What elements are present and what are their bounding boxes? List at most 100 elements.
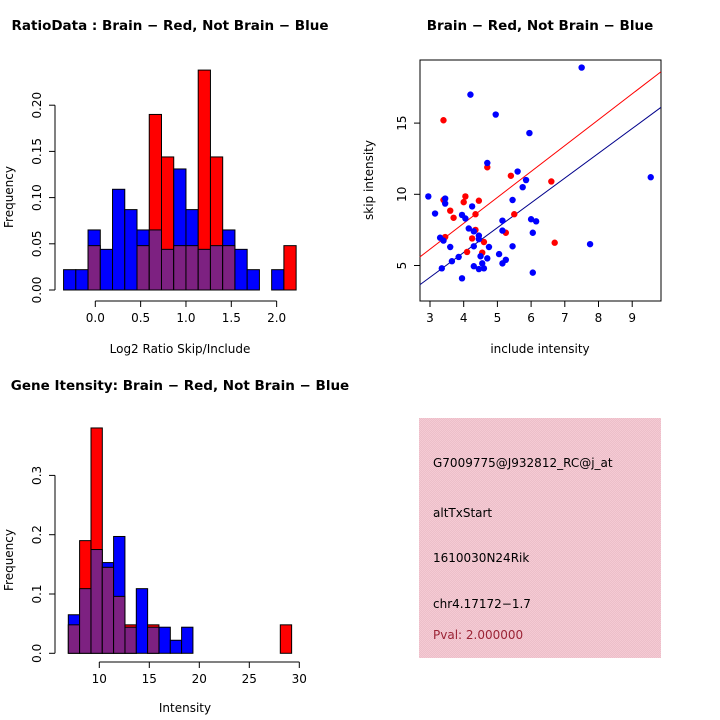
hist-bar bbox=[279, 624, 293, 654]
x-tick-label: 4 bbox=[460, 311, 468, 325]
data-point bbox=[551, 239, 558, 246]
data-point bbox=[475, 197, 483, 204]
hist-bar bbox=[271, 269, 285, 291]
hist-bar-overlap bbox=[173, 245, 187, 291]
x-tick-label: 15 bbox=[142, 672, 157, 686]
data-point bbox=[465, 225, 472, 232]
hist-bar-overlap bbox=[209, 245, 224, 291]
x-tick-label: 10 bbox=[92, 672, 107, 686]
data-point bbox=[460, 198, 467, 206]
gene-info-box: G7009775@J932812_RC@j_at altTxStart 1610… bbox=[419, 418, 661, 658]
x-axis-title: include intensity bbox=[490, 342, 589, 356]
x-tick-label: 9 bbox=[628, 311, 636, 325]
data-point bbox=[480, 265, 488, 272]
data-point bbox=[470, 263, 478, 270]
data-point bbox=[468, 203, 476, 210]
data-point bbox=[548, 178, 555, 185]
y-tick-label: 0.1 bbox=[30, 584, 44, 603]
gene_hist-axes: 10 15 20 25 30 0.0 0.1 0.2 0.3 bbox=[30, 466, 307, 686]
points-red bbox=[440, 117, 558, 256]
data-point bbox=[485, 243, 493, 251]
data-point bbox=[511, 211, 518, 218]
y-tick-label: 0.20 bbox=[30, 92, 44, 119]
data-point bbox=[440, 117, 447, 124]
data-point bbox=[467, 91, 474, 98]
data-point bbox=[470, 228, 478, 235]
red-fit-line bbox=[419, 71, 662, 258]
x-tick-label: 8 bbox=[595, 311, 603, 325]
hist-bar bbox=[234, 248, 248, 291]
data-point bbox=[455, 253, 462, 261]
data-point bbox=[462, 215, 469, 222]
y-axis-title: Frequency bbox=[2, 529, 16, 591]
hist-bar bbox=[135, 588, 149, 654]
hist-bar bbox=[63, 269, 77, 291]
y-tick-label: 0.15 bbox=[30, 138, 44, 165]
hist-bar-overlap bbox=[124, 626, 137, 654]
y-axis-title: skip intensity bbox=[362, 140, 376, 220]
data-point bbox=[514, 168, 521, 175]
hist-bar-overlap bbox=[79, 588, 92, 654]
data-point bbox=[507, 172, 515, 179]
data-point bbox=[647, 174, 654, 181]
hist-bar-overlap bbox=[185, 245, 199, 291]
y-tick-label: 0.10 bbox=[30, 184, 44, 211]
data-point bbox=[447, 243, 454, 251]
ratio_hist-axes: 0.0 0.5 1.0 1.5 2.0 0.00 0.05 0.10 0.15 0.20 bbox=[30, 92, 286, 325]
data-point bbox=[458, 275, 466, 282]
data-point bbox=[425, 193, 432, 200]
y-axis-title: Frequency bbox=[2, 166, 16, 228]
data-point bbox=[448, 258, 456, 265]
data-point bbox=[447, 207, 454, 214]
gene_hist-bars bbox=[67, 427, 293, 654]
data-point bbox=[472, 211, 479, 218]
x-tick-label: 30 bbox=[292, 672, 307, 686]
hist-bar-overlap bbox=[197, 248, 211, 291]
x-tick-label: 1.0 bbox=[176, 311, 195, 325]
data-point bbox=[529, 269, 536, 276]
hist-bar bbox=[112, 188, 126, 291]
data-point bbox=[509, 196, 516, 204]
y-tick-label: 0.0 bbox=[30, 644, 44, 663]
hist-bar-overlap bbox=[147, 626, 160, 654]
y-tick-label: 10 bbox=[395, 187, 409, 202]
data-point bbox=[484, 159, 491, 167]
hist-bar-overlap bbox=[113, 595, 126, 654]
data-point bbox=[470, 243, 478, 250]
data-point bbox=[438, 265, 445, 272]
event-type-text: altTxStart bbox=[433, 506, 493, 520]
x-tick-label: 7 bbox=[561, 311, 569, 325]
x-axis-title: Intensity bbox=[159, 701, 211, 715]
y-tick-label: 0.3 bbox=[30, 466, 44, 485]
y-tick-label: 0.00 bbox=[30, 277, 44, 304]
data-point bbox=[477, 253, 484, 260]
x-tick-label: 6 bbox=[527, 311, 535, 325]
hist-bar bbox=[124, 209, 138, 291]
x-tick-label: 3 bbox=[426, 311, 434, 325]
data-point bbox=[519, 183, 526, 191]
chart-title: Gene Itensity: Brain − Red, Not Brain − … bbox=[11, 378, 349, 394]
data-point bbox=[479, 260, 486, 267]
y-tick-label: 5 bbox=[395, 262, 409, 270]
hist-bar-overlap bbox=[160, 248, 175, 291]
hist-bar bbox=[181, 626, 194, 654]
hist-bar-overlap bbox=[101, 566, 115, 654]
data-point bbox=[431, 210, 439, 217]
data-point bbox=[499, 260, 506, 267]
hist-bar bbox=[99, 248, 114, 291]
data-point bbox=[440, 237, 447, 244]
data-point bbox=[499, 227, 506, 234]
data-point bbox=[522, 176, 530, 184]
pval-text: Pval: 2.000000 bbox=[433, 628, 524, 642]
data-point bbox=[578, 64, 585, 71]
data-point bbox=[509, 243, 516, 250]
x-tick-label: 0.5 bbox=[131, 311, 150, 325]
gene-name-text: 1610030N24Rik bbox=[433, 551, 530, 565]
chart-title: Brain − Red, Not Brain − Blue bbox=[427, 18, 653, 34]
y-tick-label: 0.05 bbox=[30, 230, 44, 257]
ratio_hist-bars bbox=[63, 69, 297, 291]
plot-box bbox=[419, 59, 662, 302]
data-point bbox=[529, 229, 536, 236]
ratio-histogram-panel: 0.0 0.5 1.0 1.5 2.0 0.00 0.05 0.10 0.15 0.20 Ratio… bbox=[2, 18, 329, 356]
x-tick-label: 2.0 bbox=[267, 311, 286, 325]
